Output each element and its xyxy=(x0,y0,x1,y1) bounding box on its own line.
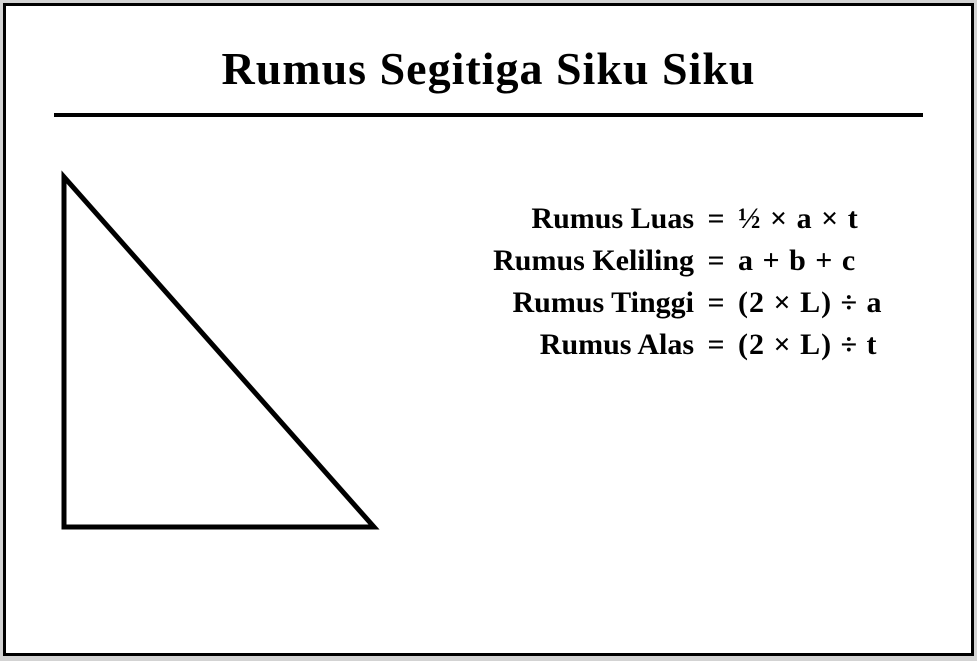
formulas-list: Rumus Luas = ½ × a × t Rumus Keliling = … xyxy=(414,167,943,588)
equals-sign: = xyxy=(694,202,738,236)
right-triangle-icon xyxy=(44,167,404,547)
formula-value: (2 × L) ÷ a xyxy=(738,286,883,320)
formula-luas: Rumus Luas = ½ × a × t xyxy=(414,202,933,236)
formula-alas: Rumus Alas = (2 × L) ÷ t xyxy=(414,328,933,362)
triangle-diagram xyxy=(34,167,414,588)
formula-keliling: Rumus Keliling = a + b + c xyxy=(414,244,933,278)
formula-value: ½ × a × t xyxy=(738,202,859,236)
formula-value: (2 × L) ÷ t xyxy=(738,328,878,362)
formula-value: a + b + c xyxy=(738,244,856,278)
triangle-shape xyxy=(64,177,374,527)
content-frame: Rumus Segitiga Siku Siku Rumus Luas = ½ … xyxy=(3,3,974,656)
formula-tinggi: Rumus Tinggi = (2 × L) ÷ a xyxy=(414,286,933,320)
formula-label: Rumus Luas xyxy=(414,202,694,236)
formula-label: Rumus Alas xyxy=(414,328,694,362)
equals-sign: = xyxy=(694,244,738,278)
content-area: Rumus Luas = ½ × a × t Rumus Keliling = … xyxy=(34,117,943,588)
formula-label: Rumus Keliling xyxy=(414,244,694,278)
equals-sign: = xyxy=(694,286,738,320)
equals-sign: = xyxy=(694,328,738,362)
inner-content: Rumus Segitiga Siku Siku Rumus Luas = ½ … xyxy=(34,34,943,625)
formula-label: Rumus Tinggi xyxy=(414,286,694,320)
page-title: Rumus Segitiga Siku Siku xyxy=(34,34,943,113)
